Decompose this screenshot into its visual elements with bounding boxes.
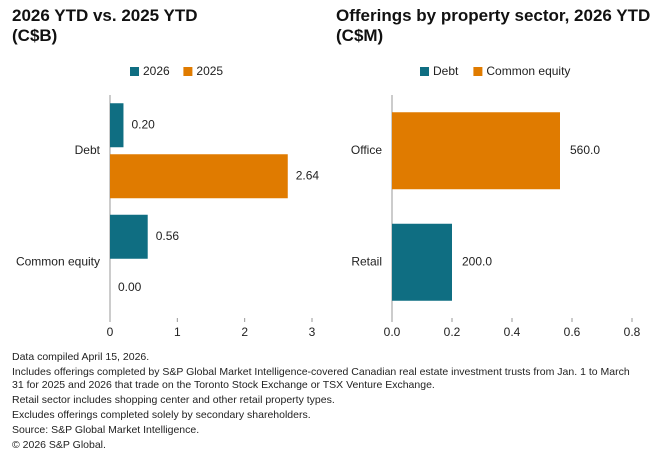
chart-title: 2026 YTD vs. 2025 YTD (C$B) [12, 6, 198, 45]
category-label: Retail [351, 254, 382, 268]
bar [392, 223, 452, 301]
legend-label: 2026 [143, 64, 170, 78]
x-tick-label: 2 [241, 325, 248, 339]
legend-label: Debt [433, 64, 459, 78]
x-tick-label: 1 [174, 325, 181, 339]
legend-label: Common equity [486, 64, 570, 78]
value-label: 200.0 [462, 254, 492, 268]
x-tick-label: 0 [107, 325, 114, 339]
notes: Data compiled April 15, 2026. Includes of… [12, 351, 642, 454]
charts: 2026 2025 0 1 2 3 Debt 0.20 2.64 Common equity 0.5… [16, 64, 641, 339]
legend-label: 2025 [196, 64, 223, 78]
value-label: 2.64 [296, 168, 320, 182]
legend-swatch [420, 67, 429, 76]
x-tick-label: 0.2 [444, 325, 461, 339]
category-label: Common equity [16, 254, 100, 268]
bar [110, 214, 148, 259]
chart-title: Offerings by property sector, 2026 YTD (… [336, 6, 651, 45]
value-label: 0.20 [131, 117, 155, 131]
legend-swatch [473, 67, 483, 76]
bar [110, 154, 288, 199]
bar [110, 103, 124, 148]
note: Source: S&P Global Market Intelligence. [12, 424, 200, 436]
category-label: Debt [75, 143, 101, 157]
bar [392, 112, 560, 190]
x-tick-label: 0.0 [384, 325, 401, 339]
legend-swatch [183, 67, 193, 76]
x-tick-label: 3 [309, 325, 316, 339]
value-label: 0.56 [156, 229, 180, 243]
x-tick-label: 0.6 [564, 325, 581, 339]
value-label: 0.00 [118, 280, 142, 294]
value-label: 560.0 [570, 143, 600, 157]
x-tick-label: 0.8 [624, 325, 641, 339]
legend-swatch [130, 67, 139, 76]
note: Includes offerings completed by S&P Glob… [12, 366, 630, 391]
note: Retail sector includes shopping center a… [12, 394, 335, 406]
note: © 2026 S&P Global. [12, 439, 106, 451]
note: Excludes offerings completed solely by s… [12, 409, 311, 421]
x-tick-label: 0.4 [504, 325, 521, 339]
note: Data compiled April 15, 2026. [12, 351, 150, 363]
category-label: Office [351, 143, 382, 157]
